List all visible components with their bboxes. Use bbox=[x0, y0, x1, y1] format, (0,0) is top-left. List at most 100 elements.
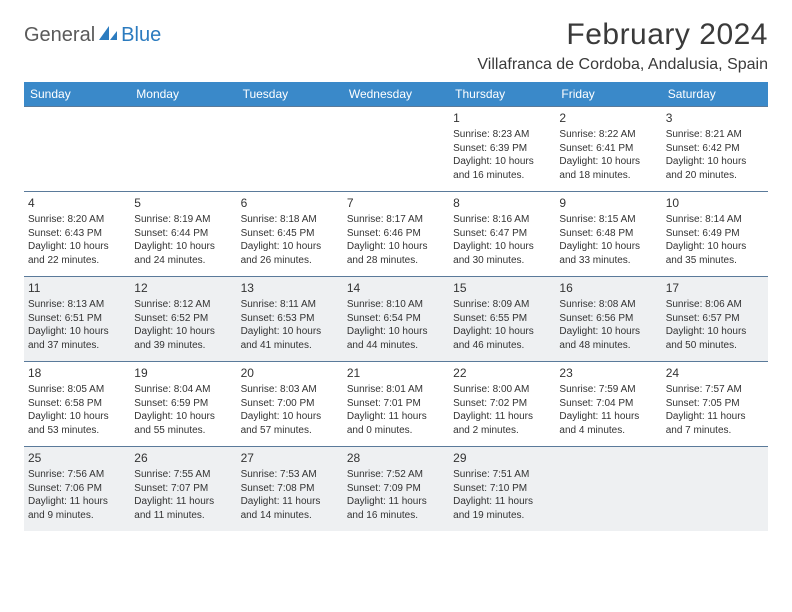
sunrise-text: Sunrise: 8:13 AM bbox=[28, 298, 126, 312]
sunset-text: Sunset: 6:42 PM bbox=[666, 142, 764, 156]
day-cell: 18Sunrise: 8:05 AMSunset: 6:58 PMDayligh… bbox=[24, 362, 130, 446]
brand-part2: Blue bbox=[121, 24, 161, 47]
sunrise-text: Sunrise: 7:56 AM bbox=[28, 468, 126, 482]
day-number: 10 bbox=[666, 195, 764, 211]
calendar-grid: SundayMondayTuesdayWednesdayThursdayFrid… bbox=[24, 82, 768, 531]
day-number: 2 bbox=[559, 110, 657, 126]
sunset-text: Sunset: 6:58 PM bbox=[28, 397, 126, 411]
sunset-text: Sunset: 6:56 PM bbox=[559, 312, 657, 326]
day-cell: 13Sunrise: 8:11 AMSunset: 6:53 PMDayligh… bbox=[237, 277, 343, 361]
day-number: 28 bbox=[347, 450, 445, 466]
weekday-label: Thursday bbox=[449, 82, 555, 106]
day-number: 24 bbox=[666, 365, 764, 381]
day-number: 6 bbox=[241, 195, 339, 211]
day-cell: 22 Sunrise: 8:00 AMSunset: 7:02 PMDayligh… bbox=[449, 362, 555, 446]
day-cell: 9Sunrise: 8:15 AMSunset: 6:48 PMDaylight… bbox=[555, 192, 661, 276]
page-title: February 2024 bbox=[477, 18, 768, 52]
sunrise-text: Sunrise: 8:16 AM bbox=[453, 213, 551, 227]
week-row: 1 Sunrise: 8:23 AMSunset: 6:39 PM Daylight… bbox=[24, 106, 768, 191]
sunset-text: Sunset: 7:09 PM bbox=[347, 482, 445, 496]
day-cell: 19Sunrise: 8:04 AMSunset: 6:59 PMDayligh… bbox=[130, 362, 236, 446]
daylight-text: Daylight: 10 hours and 41 minutes. bbox=[241, 325, 339, 352]
day-number: 12 bbox=[134, 280, 232, 296]
daylight-text: Daylight: 10 hours and 44 minutes. bbox=[347, 325, 445, 352]
daylight-text: Daylight: 10 hours and 39 minutes. bbox=[134, 325, 232, 352]
sunset-text: Sunset: 6:44 PM bbox=[134, 227, 232, 241]
daylight-text: Daylight: 11 hours and 14 minutes. bbox=[241, 495, 339, 522]
weekday-label: Sunday bbox=[24, 82, 130, 106]
day-cell bbox=[24, 107, 130, 191]
daylight-text: Daylight: 11 hours and 0 minutes. bbox=[347, 410, 445, 437]
day-cell: 17Sunrise: 8:06 AMSunset: 6:57 PMDayligh… bbox=[662, 277, 768, 361]
day-number: 13 bbox=[241, 280, 339, 296]
sunset-text: Sunset: 7:01 PM bbox=[347, 397, 445, 411]
sunset-text: Sunset: 7:00 PM bbox=[241, 397, 339, 411]
daylight-text: Daylight: 10 hours and 33 minutes. bbox=[559, 240, 657, 267]
daylight-text: Daylight: 11 hours and 2 minutes. bbox=[453, 410, 551, 437]
sunrise-text: Sunrise: 7:57 AM bbox=[666, 383, 764, 397]
daylight-text: Daylight: 10 hours and 48 minutes. bbox=[559, 325, 657, 352]
sunset-text: Sunset: 6:48 PM bbox=[559, 227, 657, 241]
brand-part1: General bbox=[24, 24, 95, 47]
sunset-text: Sunset: 6:55 PM bbox=[453, 312, 551, 326]
sunset-text: Sunset: 6:49 PM bbox=[666, 227, 764, 241]
sunrise-text: Sunrise: 8:18 AM bbox=[241, 213, 339, 227]
calendar-page: General Blue February 2024 Villafranca d… bbox=[0, 0, 792, 531]
sunrise-text: Sunrise: 8:19 AM bbox=[134, 213, 232, 227]
sunrise-text: Sunrise: 8:03 AM bbox=[241, 383, 339, 397]
daylight-text: Daylight: 11 hours and 11 minutes. bbox=[134, 495, 232, 522]
sunset-text: Sunset: 6:59 PM bbox=[134, 397, 232, 411]
sunset-text: Sunset: 6:39 PM bbox=[453, 142, 551, 156]
day-number: 1 bbox=[453, 110, 551, 126]
sunset-text: Sunset: 6:57 PM bbox=[666, 312, 764, 326]
sunset-text: Sunset: 6:46 PM bbox=[347, 227, 445, 241]
day-cell: 15Sunrise: 8:09 AMSunset: 6:55 PMDayligh… bbox=[449, 277, 555, 361]
daylight-text: Daylight: 10 hours and 18 minutes. bbox=[559, 155, 657, 182]
sunrise-text: Sunrise: 8:23 AM bbox=[453, 128, 551, 142]
daylight-text: Daylight: 10 hours and 35 minutes. bbox=[666, 240, 764, 267]
day-cell: 8Sunrise: 8:16 AMSunset: 6:47 PMDaylight… bbox=[449, 192, 555, 276]
day-cell: 16Sunrise: 8:08 AMSunset: 6:56 PMDayligh… bbox=[555, 277, 661, 361]
day-number: 22 bbox=[453, 365, 551, 381]
day-cell bbox=[237, 107, 343, 191]
day-number: 17 bbox=[666, 280, 764, 296]
day-cell: 23Sunrise: 7:59 AMSunset: 7:04 PMDayligh… bbox=[555, 362, 661, 446]
day-number: 27 bbox=[241, 450, 339, 466]
daylight-text: Daylight: 10 hours and 57 minutes. bbox=[241, 410, 339, 437]
day-cell: 21Sunrise: 8:01 AMSunset: 7:01 PMDayligh… bbox=[343, 362, 449, 446]
sunrise-text: Sunrise: 8:21 AM bbox=[666, 128, 764, 142]
weekday-label: Tuesday bbox=[237, 82, 343, 106]
sunset-text: Sunset: 7:02 PM bbox=[453, 397, 551, 411]
day-number: 20 bbox=[241, 365, 339, 381]
week-row: 11Sunrise: 8:13 AMSunset: 6:51 PMDayligh… bbox=[24, 276, 768, 361]
daylight-text: Daylight: 10 hours and 24 minutes. bbox=[134, 240, 232, 267]
day-cell bbox=[343, 107, 449, 191]
day-number: 3 bbox=[666, 110, 764, 126]
sunrise-text: Sunrise: 7:59 AM bbox=[559, 383, 657, 397]
day-number: 5 bbox=[134, 195, 232, 211]
brand-logo: General Blue bbox=[24, 18, 161, 47]
day-cell: 25Sunrise: 7:56 AMSunset: 7:06 PMDayligh… bbox=[24, 447, 130, 531]
daylight-text: Daylight: 10 hours and 22 minutes. bbox=[28, 240, 126, 267]
daylight-text: Daylight: 11 hours and 19 minutes. bbox=[453, 495, 551, 522]
sunrise-text: Sunrise: 8:14 AM bbox=[666, 213, 764, 227]
sunrise-text: Sunrise: 8:11 AM bbox=[241, 298, 339, 312]
sunrise-text: Sunrise: 7:51 AM bbox=[453, 468, 551, 482]
sunset-text: Sunset: 6:45 PM bbox=[241, 227, 339, 241]
day-cell: 26Sunrise: 7:55 AMSunset: 7:07 PMDayligh… bbox=[130, 447, 236, 531]
sunset-text: Sunset: 6:54 PM bbox=[347, 312, 445, 326]
sunrise-text: Sunrise: 8:00 AM bbox=[453, 383, 551, 397]
daylight-text: Daylight: 10 hours and 55 minutes. bbox=[134, 410, 232, 437]
day-number: 21 bbox=[347, 365, 445, 381]
daylight-text: Daylight: 10 hours and 20 minutes. bbox=[666, 155, 764, 182]
daylight-text: Daylight: 10 hours and 46 minutes. bbox=[453, 325, 551, 352]
sunset-text: Sunset: 7:05 PM bbox=[666, 397, 764, 411]
sunrise-text: Sunrise: 8:08 AM bbox=[559, 298, 657, 312]
daylight-text: Daylight: 10 hours and 50 minutes. bbox=[666, 325, 764, 352]
weekday-label: Friday bbox=[555, 82, 661, 106]
day-number: 14 bbox=[347, 280, 445, 296]
sunrise-text: Sunrise: 8:09 AM bbox=[453, 298, 551, 312]
daylight-text: Daylight: 10 hours and 53 minutes. bbox=[28, 410, 126, 437]
sunset-text: Sunset: 6:47 PM bbox=[453, 227, 551, 241]
sunrise-text: Sunrise: 7:55 AM bbox=[134, 468, 232, 482]
